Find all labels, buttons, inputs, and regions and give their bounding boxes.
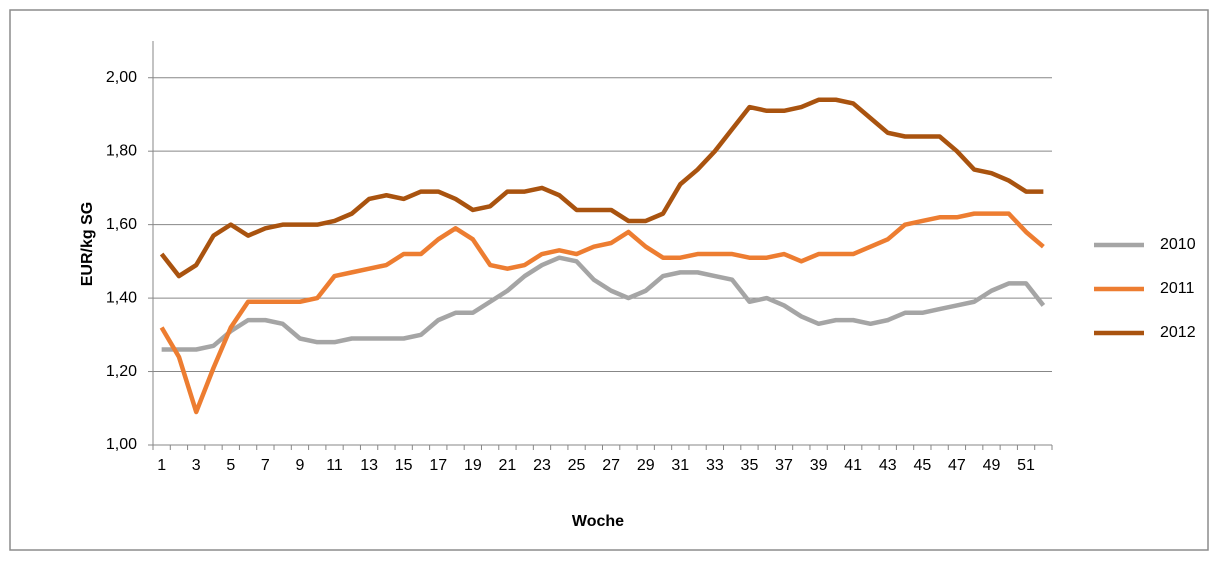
x-tick-label: 35 (741, 457, 759, 474)
x-tick-label: 23 (533, 457, 551, 474)
x-tick-label: 41 (844, 457, 862, 474)
x-tick-label: 47 (948, 457, 966, 474)
x-tick-label: 43 (879, 457, 897, 474)
x-tick-label: 25 (568, 457, 586, 474)
series-line (161, 255, 1046, 352)
x-tick-label: 31 (671, 457, 689, 474)
y-tick-label: 1,40 (106, 289, 137, 306)
series-line (159, 97, 1044, 279)
y-tick-label: 2,00 (106, 69, 137, 86)
legend-label: 2011 (1160, 280, 1195, 297)
legend-label: 2012 (1160, 324, 1196, 341)
x-tick-label: 15 (395, 457, 413, 474)
chart-frame (9, 9, 1209, 551)
x-tick-label: 13 (360, 457, 378, 474)
y-tick-label: 1,60 (106, 216, 137, 233)
x-tick-label: 3 (192, 457, 201, 474)
x-tick-label: 17 (429, 457, 447, 474)
x-tick-label: 49 (983, 457, 1001, 474)
x-tick-label: 27 (602, 457, 620, 474)
x-tick-label: 37 (775, 457, 793, 474)
series-line (159, 211, 1045, 415)
x-tick-label: 19 (464, 457, 482, 474)
x-axis-label: Woche (572, 513, 624, 530)
x-tick-label: 39 (810, 457, 828, 474)
x-tick-label: 5 (226, 457, 235, 474)
y-axis-label: EUR/kg SG (79, 202, 96, 286)
x-tick-label: 1 (157, 457, 166, 474)
x-tick-label: 51 (1017, 457, 1035, 474)
y-tick-label: 1,00 (106, 436, 137, 453)
x-tick-label: 21 (499, 457, 517, 474)
y-tick-label: 1,20 (106, 363, 137, 380)
x-tick-label: 45 (913, 457, 931, 474)
legend-label: 2010 (1160, 236, 1196, 253)
x-tick-label: 33 (706, 457, 724, 474)
x-tick-label: 9 (295, 457, 304, 474)
y-tick-label: 1,80 (106, 142, 137, 159)
x-tick-label: 7 (261, 457, 270, 474)
x-tick-label: 11 (326, 457, 343, 474)
x-tick-label: 29 (637, 457, 655, 474)
